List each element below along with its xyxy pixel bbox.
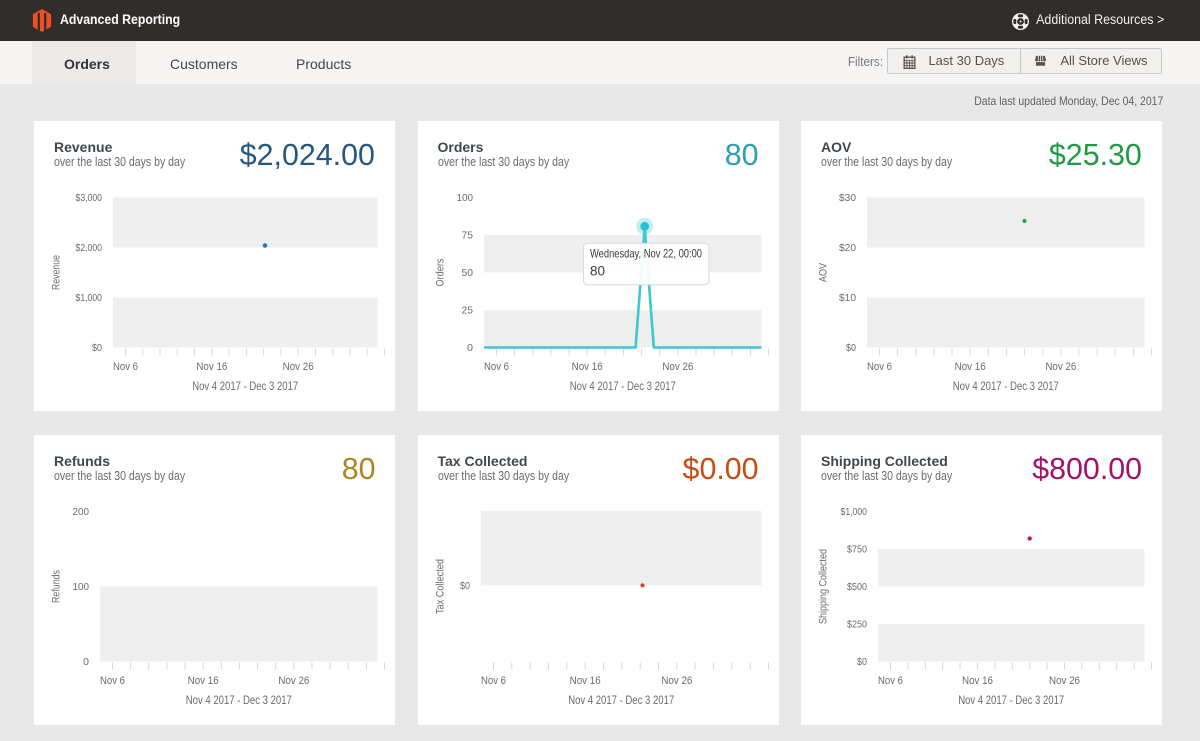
svg-text:Nov 16: Nov 16 xyxy=(571,361,602,373)
svg-text:$500: $500 xyxy=(847,581,867,593)
svg-text:Nov 6: Nov 6 xyxy=(878,675,903,687)
svg-text:$250: $250 xyxy=(847,619,867,631)
svg-text:Nov 26: Nov 26 xyxy=(1049,675,1080,687)
svg-text:$1,000: $1,000 xyxy=(841,506,868,518)
svg-text:Nov 26: Nov 26 xyxy=(662,361,693,373)
svg-text:75: 75 xyxy=(461,230,473,242)
svg-text:$30: $30 xyxy=(839,192,856,204)
svg-text:AOV: AOV xyxy=(818,262,830,282)
svg-text:$20: $20 xyxy=(839,242,856,254)
svg-text:Nov 4 2017 - Dec 3 2017: Nov 4 2017 - Dec 3 2017 xyxy=(958,693,1064,707)
svg-text:80: 80 xyxy=(590,264,605,279)
svg-text:Revenue: Revenue xyxy=(51,255,63,290)
svg-text:Shipping Collected: Shipping Collected xyxy=(818,549,830,624)
svg-text:25: 25 xyxy=(461,305,473,317)
svg-text:0: 0 xyxy=(467,342,473,354)
svg-text:Nov 4 2017 - Dec 3 2017: Nov 4 2017 - Dec 3 2017 xyxy=(568,693,674,707)
svg-text:Nov 26: Nov 26 xyxy=(661,675,692,687)
svg-text:Nov 26: Nov 26 xyxy=(283,361,314,373)
svg-text:Nov 6: Nov 6 xyxy=(484,361,509,373)
svg-text:$1,000: $1,000 xyxy=(76,292,103,304)
svg-text:$750: $750 xyxy=(847,544,867,556)
svg-text:$0: $0 xyxy=(460,580,470,592)
svg-text:Tax Collected: Tax Collected xyxy=(434,559,446,614)
svg-text:50: 50 xyxy=(461,267,473,279)
svg-text:Nov 6: Nov 6 xyxy=(113,361,138,373)
svg-text:Wednesday, Nov 22, 00:00: Wednesday, Nov 22, 00:00 xyxy=(590,247,702,261)
svg-text:Nov 16: Nov 16 xyxy=(962,675,993,687)
svg-text:Nov 4 2017 - Dec 3 2017: Nov 4 2017 - Dec 3 2017 xyxy=(569,379,675,393)
svg-text:Refunds: Refunds xyxy=(51,570,63,603)
svg-text:Nov 6: Nov 6 xyxy=(481,675,506,687)
svg-text:Nov 4 2017 - Dec 3 2017: Nov 4 2017 - Dec 3 2017 xyxy=(953,379,1059,393)
svg-text:Nov 4 2017 - Dec 3 2017: Nov 4 2017 - Dec 3 2017 xyxy=(192,379,298,393)
svg-text:$2,000: $2,000 xyxy=(76,242,103,254)
svg-text:100: 100 xyxy=(73,581,90,593)
svg-text:Nov 26: Nov 26 xyxy=(278,675,309,687)
svg-text:Nov 6: Nov 6 xyxy=(100,675,125,687)
svg-text:Nov 16: Nov 16 xyxy=(196,361,227,373)
svg-text:200: 200 xyxy=(73,506,90,518)
svg-text:100: 100 xyxy=(456,192,473,204)
svg-text:Orders: Orders xyxy=(434,258,446,286)
svg-text:Nov 26: Nov 26 xyxy=(1045,361,1076,373)
svg-text:$3,000: $3,000 xyxy=(76,192,103,204)
svg-text:$0: $0 xyxy=(857,656,867,668)
svg-text:Nov 4 2017 - Dec 3 2017: Nov 4 2017 - Dec 3 2017 xyxy=(186,693,292,707)
svg-text:0: 0 xyxy=(83,656,89,668)
svg-text:Nov 16: Nov 16 xyxy=(955,361,986,373)
svg-text:$10: $10 xyxy=(839,292,856,304)
svg-text:Nov 16: Nov 16 xyxy=(569,675,600,687)
svg-text:Nov 16: Nov 16 xyxy=(188,675,219,687)
svg-text:$0: $0 xyxy=(846,342,856,354)
svg-text:$0: $0 xyxy=(92,342,102,354)
svg-text:Nov 6: Nov 6 xyxy=(867,361,892,373)
